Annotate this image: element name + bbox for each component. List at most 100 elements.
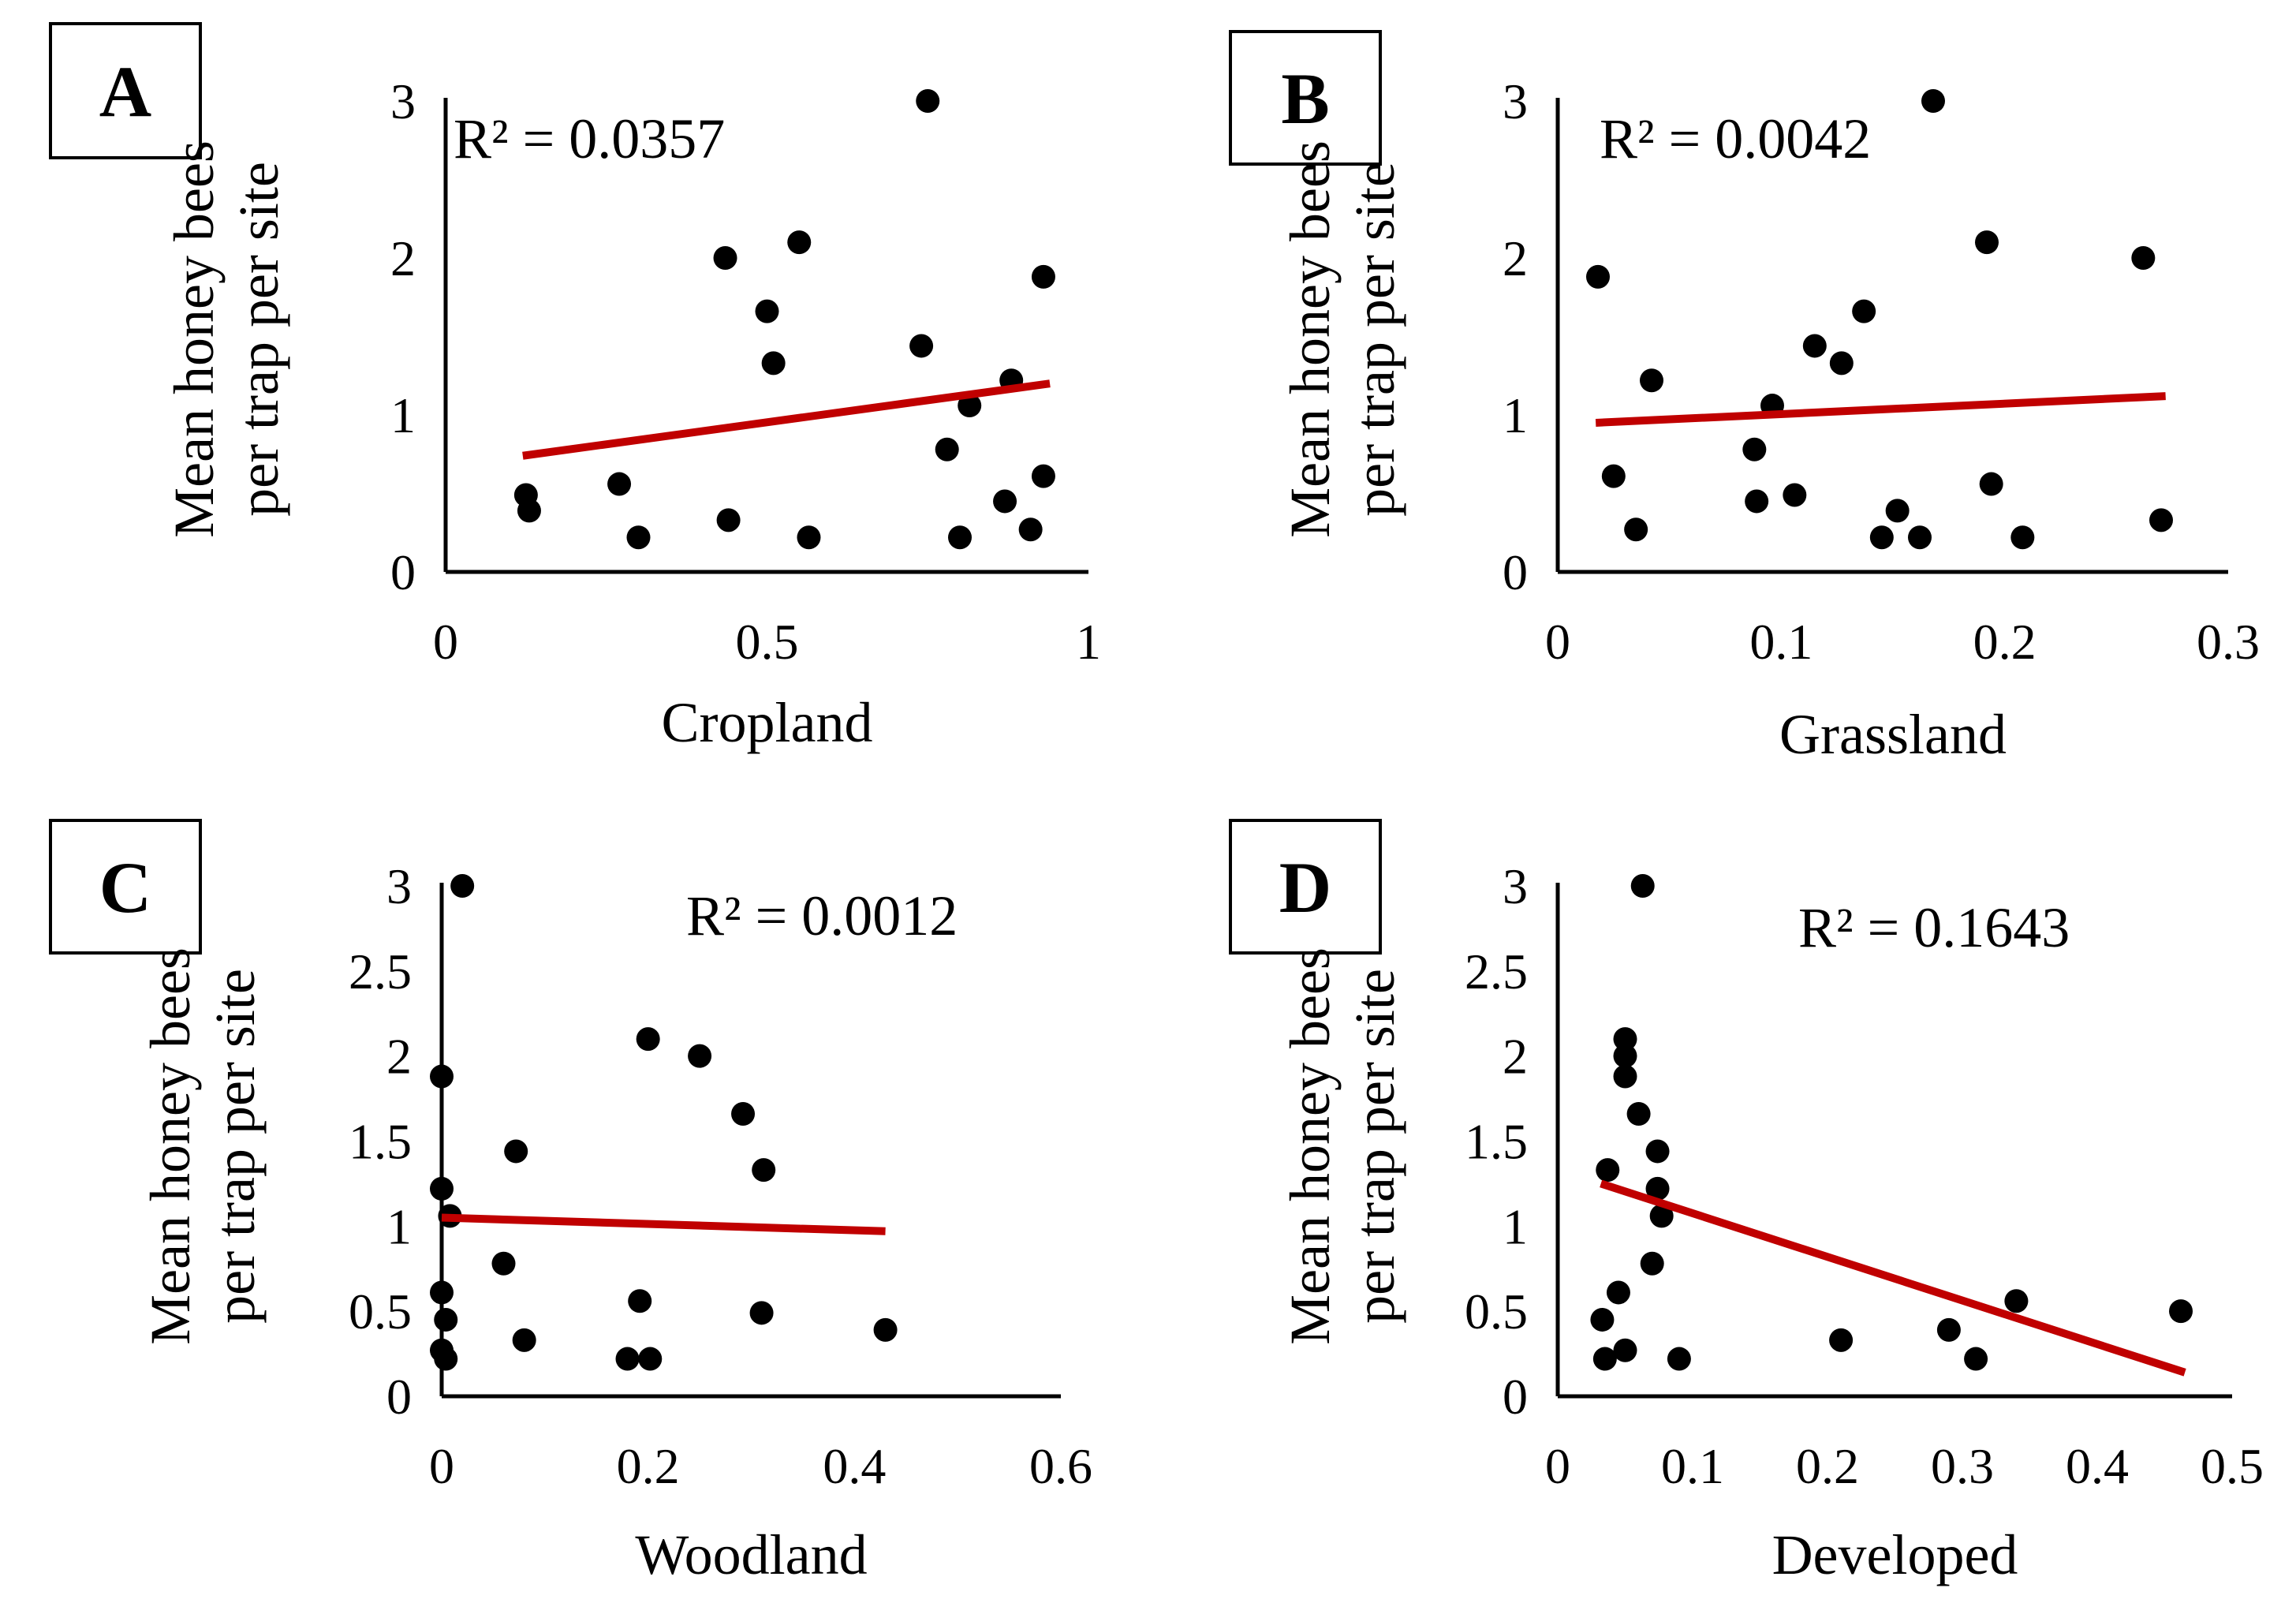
y-tick-label: 2: [390, 230, 416, 286]
y-tick-label: 1: [386, 1198, 412, 1254]
y-axis-label-line: Mean honey bees: [162, 140, 226, 538]
data-point: [1613, 1027, 1637, 1052]
data-point: [1640, 1251, 1664, 1276]
x-tick-label: 0.3: [1931, 1438, 1994, 1494]
y-axis-label-line: per trap per site: [227, 162, 290, 517]
x-tick-label: 0.5: [2201, 1438, 2264, 1494]
data-point: [636, 1027, 660, 1052]
data-point: [1624, 517, 1648, 542]
data-point: [1626, 1101, 1651, 1126]
data-point: [517, 499, 541, 523]
data-point: [450, 874, 475, 898]
y-axis-label-line: Mean honey bees: [1279, 140, 1342, 538]
data-point: [1649, 1204, 1674, 1228]
panel-b: B 0 1 2 3 0 0.1 0.2 0.3 Grassland Mean honey beesp…: [1229, 30, 2260, 766]
y-tick-label: 0: [1503, 544, 1528, 600]
data-point: [797, 525, 821, 550]
data-point: [1908, 525, 1932, 550]
x-tick-label: 0.3: [2197, 614, 2260, 670]
panel-a: A 0 1 2 3 0 0.5 1 Cropland Mean honey beesper tra…: [49, 22, 1101, 754]
data-point: [749, 1301, 774, 1325]
y-axis-label: Mean honey beesper trap per site: [162, 140, 290, 538]
y-tick-label: 1: [390, 387, 416, 443]
x-tick-label: 0.2: [617, 1438, 680, 1494]
data-point: [1802, 334, 1827, 358]
y-tick-label: 2: [1503, 230, 1528, 286]
x-tick-label: 1: [1076, 614, 1101, 670]
y-axis-label: Mean honey beesper trap per site: [1279, 140, 1406, 538]
x-tick-label: 0: [433, 614, 458, 670]
data-point: [755, 299, 779, 323]
data-point: [1031, 464, 1055, 488]
x-tick-label: 0.1: [1661, 1438, 1724, 1494]
data-point: [935, 437, 959, 461]
data-point: [2169, 1299, 2193, 1324]
data-point: [1745, 489, 1769, 514]
x-tick-label: 0.2: [1796, 1438, 1859, 1494]
panel-letter: C: [99, 847, 151, 928]
data-point: [1018, 517, 1043, 542]
data-point: [731, 1101, 756, 1126]
y-tick-label: 3: [1503, 858, 1528, 914]
trendline: [1600, 1179, 2186, 1377]
y-tick-label: 1.5: [349, 1114, 412, 1170]
data-point: [1979, 472, 2003, 496]
data-point: [1640, 368, 1663, 393]
x-tick-label: 0.2: [1973, 614, 2037, 670]
y-tick-label: 2.5: [349, 943, 412, 999]
y-tick-label: 1: [1503, 387, 1528, 443]
data-point: [713, 246, 737, 270]
data-point: [1869, 525, 1894, 550]
data-point: [1921, 89, 1945, 113]
data-point: [916, 89, 940, 113]
data-point: [434, 1347, 458, 1371]
data-point: [1586, 264, 1610, 289]
data-point: [1590, 1307, 1615, 1332]
x-axis-label: Cropland: [662, 691, 873, 754]
panel-letter: D: [1279, 847, 1331, 928]
x-axis-label: Developed: [1772, 1523, 2018, 1586]
data-point: [628, 1289, 652, 1313]
data-point: [607, 472, 632, 496]
y-tick-label: 0: [390, 544, 416, 600]
y-tick-label: 0.5: [1465, 1283, 1528, 1339]
data-point: [1613, 1338, 1637, 1362]
y-axis-label-line: per trap per site: [1343, 969, 1406, 1324]
y-tick-label: 0: [386, 1369, 412, 1425]
data-point: [909, 334, 934, 358]
data-point: [1742, 437, 1767, 461]
data-point: [1829, 1328, 1854, 1352]
y-tick-label: 2: [386, 1029, 412, 1085]
data-point: [2149, 508, 2173, 532]
data-point: [1645, 1139, 1670, 1164]
data-point: [626, 525, 651, 550]
x-tick-label: 0.6: [1029, 1438, 1092, 1494]
data-point: [504, 1139, 528, 1164]
data-point: [638, 1347, 663, 1371]
x-tick-label: 0: [1545, 1438, 1570, 1494]
data-point: [958, 394, 982, 418]
y-tick-label: 3: [390, 73, 416, 129]
data-point: [1783, 483, 1807, 507]
data-point: [1606, 1280, 1630, 1305]
data-point: [615, 1347, 640, 1371]
data-point: [1613, 1044, 1637, 1068]
y-axis-label-line: per trap per site: [1343, 162, 1406, 517]
data-point: [512, 1328, 536, 1352]
x-axis-label: Woodland: [635, 1523, 867, 1586]
y-tick-label: 1.5: [1465, 1114, 1528, 1170]
y-axis-label: Mean honey beesper trap per site: [1279, 947, 1406, 1345]
x-tick-label: 0.4: [823, 1438, 886, 1494]
panel-d: D 0 0.5 1 1.5 2 2.5 3 0 0.1 0.2 0.3 0.4 0.5 Developed M…: [1229, 819, 2264, 1586]
data-point: [1964, 1347, 1988, 1371]
panel-letter-box: [49, 22, 202, 159]
data-point: [716, 508, 741, 532]
data-point: [1936, 1317, 1961, 1342]
y-tick-label: 2.5: [1465, 943, 1528, 999]
data-point: [2004, 1289, 2029, 1313]
data-point: [1975, 230, 1999, 255]
r-squared-label: R² = 0.1643: [1798, 896, 2070, 959]
data-point: [1613, 1064, 1637, 1089]
data-point: [688, 1044, 712, 1068]
